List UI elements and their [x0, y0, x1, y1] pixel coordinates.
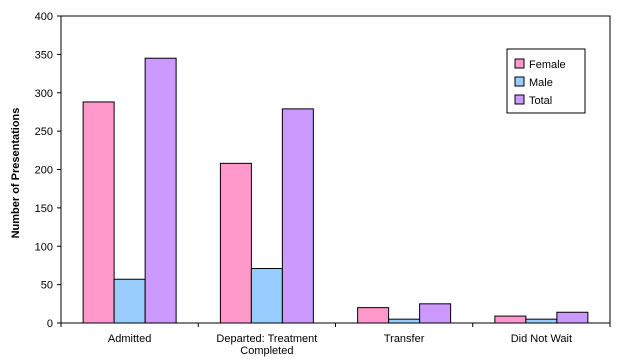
- bar-male-3: [525, 318, 558, 324]
- bar-male-0: [113, 278, 146, 324]
- bar-male-1: [250, 268, 283, 324]
- bar-female-2: [357, 307, 390, 324]
- plot-area: 0 50 100 150 200 250 300 350 400 Admitted Departed…: [35, 11, 611, 357]
- y-tick-label: 250: [35, 126, 53, 138]
- x-category-label: Departed: Treatment: [216, 333, 317, 345]
- y-axis-title-group: Number of Presentations: [10, 108, 22, 239]
- bar-total-1: [281, 108, 314, 324]
- x-category-label: Completed: [240, 345, 293, 357]
- legend-swatch-female: [514, 58, 525, 69]
- y-tick-label: 150: [35, 203, 53, 215]
- bar-total-3: [556, 311, 589, 324]
- legend-swatch-male: [514, 76, 525, 87]
- legend: Female Male Total: [506, 48, 586, 114]
- legend-label-male: Male: [529, 77, 553, 89]
- legend-label-total: Total: [529, 95, 552, 107]
- y-tick-label: 350: [35, 49, 53, 61]
- bar-female-0: [82, 101, 115, 324]
- y-tick-label: 50: [41, 280, 53, 292]
- y-tick-label: 300: [35, 88, 53, 100]
- legend-label-female: Female: [529, 59, 566, 71]
- y-axis-title: Number of Presentations: [10, 108, 22, 239]
- bar-male-2: [388, 318, 421, 324]
- x-category-label: Admitted: [108, 333, 151, 345]
- bar-female-3: [494, 315, 527, 324]
- y-tick-label: 100: [35, 241, 53, 253]
- legend-swatch-total: [514, 94, 525, 105]
- y-tick-label: 0: [47, 318, 53, 330]
- y-tick-label: 200: [35, 165, 53, 177]
- x-category-label: Transfer: [384, 333, 425, 345]
- bar-total-2: [419, 303, 452, 324]
- y-tick-label: 400: [35, 11, 53, 23]
- x-category-label: Did Not Wait: [511, 333, 572, 345]
- bar-total-0: [144, 57, 177, 324]
- bar-female-1: [219, 162, 252, 324]
